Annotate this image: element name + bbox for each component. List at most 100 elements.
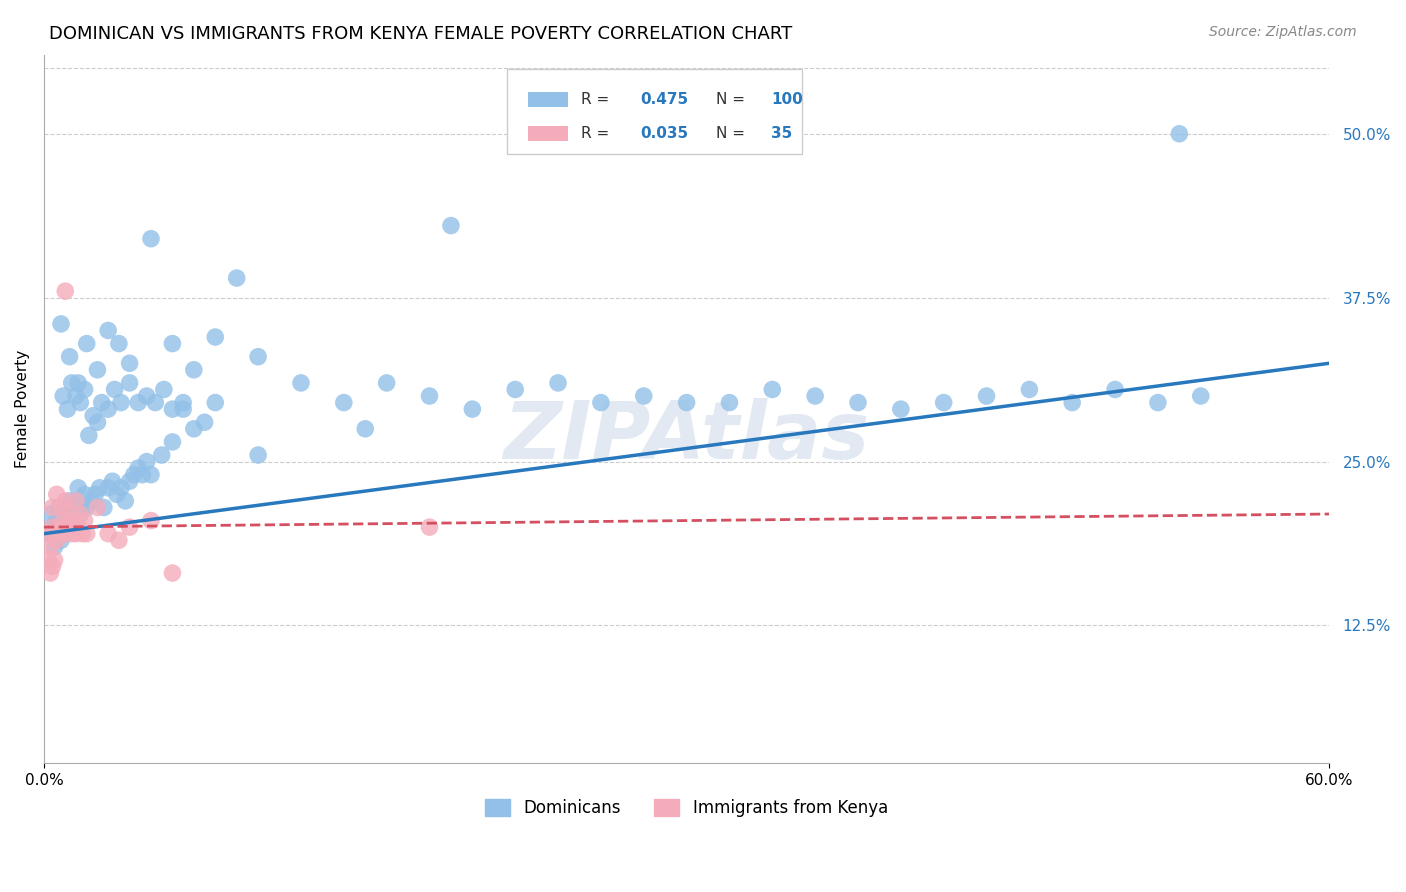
- Point: [73, 514, 96, 528]
- Point: [204, 330, 226, 344]
- Point: [101, 475, 124, 489]
- Point: [105, 487, 128, 501]
- Point: [103, 383, 125, 397]
- Point: [52, 514, 75, 528]
- Point: [97, 323, 120, 337]
- Text: N =: N =: [716, 92, 749, 107]
- Point: [45, 487, 67, 501]
- Point: [76, 500, 98, 515]
- Point: [97, 402, 120, 417]
- Point: [72, 526, 94, 541]
- Point: [162, 434, 184, 449]
- Point: [118, 475, 141, 489]
- Point: [37, 526, 59, 541]
- Point: [1189, 389, 1212, 403]
- Point: [63, 514, 86, 528]
- Point: [204, 395, 226, 409]
- Point: [73, 487, 96, 501]
- Point: [143, 395, 166, 409]
- Point: [93, 500, 115, 515]
- Point: [44, 526, 66, 541]
- Point: [63, 514, 86, 528]
- Point: [48, 500, 70, 515]
- Legend: Dominicans, Immigrants from Kenya: Dominicans, Immigrants from Kenya: [477, 791, 896, 826]
- Point: [247, 350, 270, 364]
- Point: [45, 514, 67, 528]
- Point: [118, 356, 141, 370]
- Point: [976, 389, 998, 403]
- Point: [139, 232, 162, 246]
- Point: [290, 376, 312, 390]
- Point: [375, 376, 398, 390]
- Point: [41, 520, 63, 534]
- Point: [183, 363, 205, 377]
- Point: [53, 526, 76, 541]
- Point: [67, 520, 90, 534]
- Point: [84, 487, 107, 501]
- FancyBboxPatch shape: [506, 70, 803, 154]
- Point: [118, 376, 141, 390]
- Point: [52, 389, 75, 403]
- Point: [86, 363, 108, 377]
- Point: [127, 395, 149, 409]
- Point: [39, 507, 62, 521]
- Point: [193, 415, 215, 429]
- Point: [110, 395, 132, 409]
- Point: [49, 533, 72, 548]
- Point: [59, 494, 82, 508]
- Point: [41, 500, 63, 515]
- Point: [53, 494, 76, 508]
- Point: [1147, 395, 1170, 409]
- Text: 0.475: 0.475: [640, 92, 688, 107]
- Point: [37, 553, 59, 567]
- Point: [675, 395, 697, 409]
- Point: [44, 553, 66, 567]
- Point: [225, 271, 247, 285]
- Point: [41, 520, 63, 534]
- Text: 100: 100: [770, 92, 803, 107]
- FancyBboxPatch shape: [529, 92, 568, 107]
- Point: [56, 402, 79, 417]
- Point: [60, 526, 83, 541]
- Point: [72, 500, 94, 515]
- Point: [76, 526, 98, 541]
- Point: [69, 507, 91, 521]
- Point: [56, 520, 79, 534]
- Point: [41, 559, 63, 574]
- Point: [82, 409, 104, 423]
- Point: [162, 402, 184, 417]
- Point: [118, 520, 141, 534]
- Text: ZIPAtlas: ZIPAtlas: [503, 399, 870, 476]
- Point: [846, 395, 869, 409]
- Text: N =: N =: [716, 126, 749, 141]
- Y-axis label: Female Poverty: Female Poverty: [15, 350, 30, 468]
- Point: [804, 389, 827, 403]
- Point: [65, 526, 87, 541]
- Point: [150, 448, 173, 462]
- Point: [503, 383, 526, 397]
- Point: [52, 520, 75, 534]
- Point: [65, 389, 87, 403]
- Point: [172, 395, 194, 409]
- Point: [86, 415, 108, 429]
- Point: [354, 422, 377, 436]
- Point: [44, 540, 66, 554]
- Point: [59, 507, 82, 521]
- Point: [761, 383, 783, 397]
- Point: [108, 336, 131, 351]
- Point: [86, 500, 108, 515]
- Point: [162, 336, 184, 351]
- FancyBboxPatch shape: [529, 126, 568, 141]
- Point: [153, 383, 176, 397]
- Point: [440, 219, 463, 233]
- Point: [59, 350, 82, 364]
- Point: [589, 395, 612, 409]
- Point: [67, 481, 90, 495]
- Point: [37, 526, 59, 541]
- Point: [718, 395, 741, 409]
- Text: DOMINICAN VS IMMIGRANTS FROM KENYA FEMALE POVERTY CORRELATION CHART: DOMINICAN VS IMMIGRANTS FROM KENYA FEMAL…: [49, 25, 793, 43]
- Point: [45, 533, 67, 548]
- Point: [56, 507, 79, 521]
- Point: [1104, 383, 1126, 397]
- Point: [183, 422, 205, 436]
